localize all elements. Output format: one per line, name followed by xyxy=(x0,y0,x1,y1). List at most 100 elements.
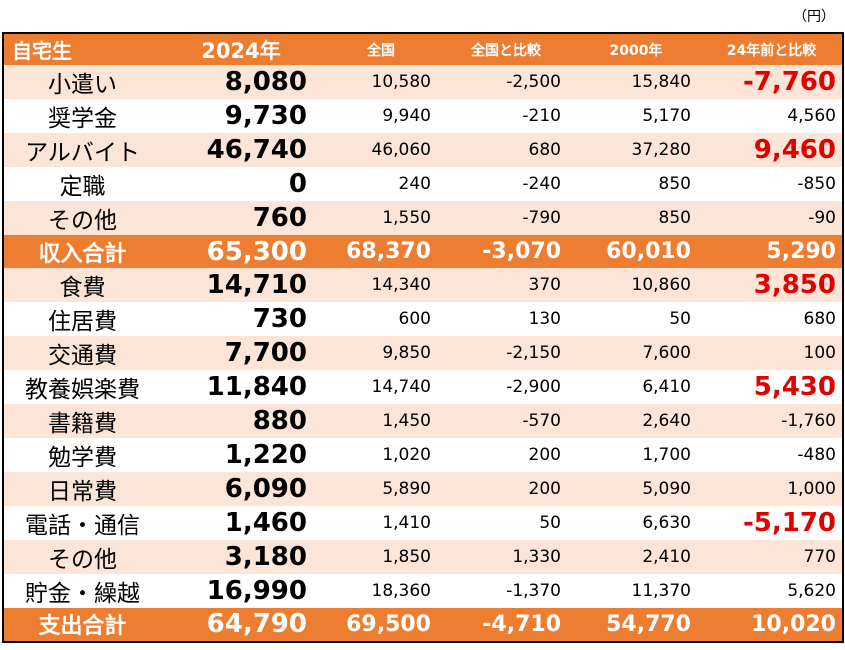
table-row: 小遣い 8,080 10,580 -2,500 15,840 -7,760 xyxy=(3,65,843,99)
row-label: 住居費 xyxy=(3,302,161,337)
cell-2024: 9,730 xyxy=(161,99,321,133)
cell-diff-2000: 5,620 xyxy=(701,574,843,609)
cell-national: 1,850 xyxy=(321,540,441,575)
cell-diff-national: 130 xyxy=(441,302,571,337)
table-row: 書籍費 880 1,450 -570 2,640 -1,760 xyxy=(3,404,843,439)
cell-national: 14,740 xyxy=(321,370,441,405)
cell-national: 1,020 xyxy=(321,438,441,473)
cell-2000: 5,170 xyxy=(571,99,701,133)
cell-2024: 11,840 xyxy=(161,370,321,405)
cell-diff-2000: -850 xyxy=(701,167,843,201)
cell-diff-national: -210 xyxy=(441,99,571,133)
cell-diff-2000: -480 xyxy=(701,438,843,473)
table-row: 貯金・繰越 16,990 18,360 -1,370 11,370 5,620 xyxy=(3,574,843,609)
cell-2000: 7,600 xyxy=(571,336,701,371)
header-row: 自宅生 2024年 全国 全国と比較 2000年 24年前と比較 xyxy=(3,33,843,65)
cell-2024: 730 xyxy=(161,302,321,337)
cell-national: 9,940 xyxy=(321,99,441,133)
cell-2024: 16,990 xyxy=(161,574,321,609)
row-label: 食費 xyxy=(3,268,161,303)
cell-diff-2000: -7,760 xyxy=(701,65,843,99)
header-category: 自宅生 xyxy=(3,33,161,65)
table-row: 住居費 730 600 130 50 680 xyxy=(3,302,843,337)
cell-2024: 8,080 xyxy=(161,65,321,99)
cell-diff-2000: 3,850 xyxy=(701,268,843,303)
cell-diff-2000: -5,170 xyxy=(701,506,843,541)
row-label: 教養娯楽費 xyxy=(3,370,161,405)
cell-2024: 3,180 xyxy=(161,540,321,575)
header-2000: 2000年 xyxy=(571,33,701,65)
row-label: 小遣い xyxy=(3,65,161,99)
cell-2024: 6,090 xyxy=(161,472,321,507)
cell-2000: 5,090 xyxy=(571,472,701,507)
cell-diff-2000: 9,460 xyxy=(701,133,843,167)
cell-diff-national: -570 xyxy=(441,404,571,439)
cell-2024: 0 xyxy=(161,167,321,201)
row-label: 定職 xyxy=(3,167,161,201)
unit-label: （円） xyxy=(793,9,835,25)
total-row: 支出合計 64,790 69,500 -4,710 54,770 10,020 xyxy=(3,608,843,642)
row-label: 貯金・繰越 xyxy=(3,574,161,609)
header-diff-2000: 24年前と比較 xyxy=(701,33,843,65)
cell-diff-2000: -1,760 xyxy=(701,404,843,439)
cell-diff-national: -790 xyxy=(441,201,571,235)
table-row: アルバイト 46,740 46,060 680 37,280 9,460 xyxy=(3,133,843,167)
header-2024: 2024年 xyxy=(161,33,321,65)
row-label: 日常費 xyxy=(3,472,161,507)
row-label: 収入合計 xyxy=(3,235,161,269)
cell-2000: 15,840 xyxy=(571,65,701,99)
header-national: 全国 xyxy=(321,33,441,65)
cell-2000: 1,700 xyxy=(571,438,701,473)
cell-diff-national: 200 xyxy=(441,438,571,473)
cell-2000: 54,770 xyxy=(571,608,701,642)
cell-2024: 1,220 xyxy=(161,438,321,473)
cell-diff-2000: -90 xyxy=(701,201,843,235)
cell-2000: 10,860 xyxy=(571,268,701,303)
cell-diff-national: -1,370 xyxy=(441,574,571,609)
cell-national: 5,890 xyxy=(321,472,441,507)
cell-diff-2000: 10,020 xyxy=(701,608,843,642)
cell-national: 46,060 xyxy=(321,133,441,167)
cell-diff-national: -2,900 xyxy=(441,370,571,405)
cell-2000: 60,010 xyxy=(571,235,701,269)
row-label: アルバイト xyxy=(3,133,161,167)
cell-national: 1,410 xyxy=(321,506,441,541)
cell-2000: 50 xyxy=(571,302,701,337)
cell-diff-2000: 100 xyxy=(701,336,843,371)
cell-2000: 6,630 xyxy=(571,506,701,541)
cell-diff-national: -4,710 xyxy=(441,608,571,642)
cell-diff-national: 370 xyxy=(441,268,571,303)
table-row: 交通費 7,700 9,850 -2,150 7,600 100 xyxy=(3,336,843,371)
budget-table: 自宅生 2024年 全国 全国と比較 2000年 24年前と比較 小遣い 8,08… xyxy=(2,32,844,643)
cell-2000: 850 xyxy=(571,201,701,235)
cell-diff-national: -240 xyxy=(441,167,571,201)
row-label: 支出合計 xyxy=(3,608,161,642)
cell-national: 1,450 xyxy=(321,404,441,439)
row-label: 奨学金 xyxy=(3,99,161,133)
table-row: 勉学費 1,220 1,020 200 1,700 -480 xyxy=(3,438,843,473)
cell-national: 10,580 xyxy=(321,65,441,99)
cell-2024: 65,300 xyxy=(161,235,321,269)
row-label: 電話・通信 xyxy=(3,506,161,541)
table-row: 教養娯楽費 11,840 14,740 -2,900 6,410 5,430 xyxy=(3,370,843,405)
row-label: 勉学費 xyxy=(3,438,161,473)
cell-diff-2000: 5,290 xyxy=(701,235,843,269)
header-diff-national: 全国と比較 xyxy=(441,33,571,65)
cell-diff-2000: 5,430 xyxy=(701,370,843,405)
cell-national: 9,850 xyxy=(321,336,441,371)
cell-2024: 7,700 xyxy=(161,336,321,371)
cell-national: 240 xyxy=(321,167,441,201)
cell-national: 14,340 xyxy=(321,268,441,303)
cell-2000: 2,410 xyxy=(571,540,701,575)
cell-2000: 850 xyxy=(571,167,701,201)
cell-diff-national: 50 xyxy=(441,506,571,541)
table-row: 定職 0 240 -240 850 -850 xyxy=(3,167,843,201)
table-row: 奨学金 9,730 9,940 -210 5,170 4,560 xyxy=(3,99,843,133)
cell-diff-national: 680 xyxy=(441,133,571,167)
cell-diff-national: 1,330 xyxy=(441,540,571,575)
cell-2024: 64,790 xyxy=(161,608,321,642)
cell-diff-2000: 770 xyxy=(701,540,843,575)
cell-2000: 6,410 xyxy=(571,370,701,405)
total-row: 収入合計 65,300 68,370 -3,070 60,010 5,290 xyxy=(3,235,843,269)
cell-diff-national: 200 xyxy=(441,472,571,507)
